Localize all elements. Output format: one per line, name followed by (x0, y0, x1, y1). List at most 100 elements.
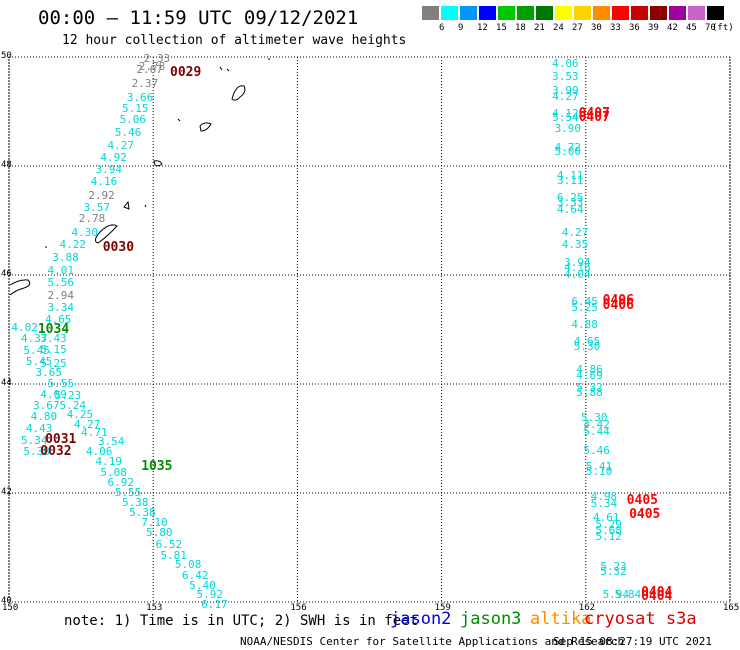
legend-label: 45 (686, 23, 697, 33)
wave-height-label: 3.33 (556, 196, 584, 210)
legend-label: 9 (458, 23, 464, 33)
wave-height-label: 4.88 (571, 318, 598, 332)
wave-height-label: 4.27 (561, 226, 589, 240)
legend-label: 30 (591, 23, 602, 33)
pass-time-label: 0031 (45, 431, 77, 447)
wave-height-label: 7.10 (141, 515, 168, 529)
lon-tick-label: 162 (578, 603, 596, 613)
lon-tick-label: 153 (146, 603, 163, 613)
wave-height-label: 5.25 (571, 300, 598, 314)
satellite-jason3: jason3 (460, 609, 522, 629)
pass-time-label: 1035 (141, 459, 173, 475)
pass-time-label: 1034 (37, 321, 70, 337)
pass-time-label: 0029 (170, 64, 202, 80)
wave-height-label: 5.12 (595, 529, 622, 543)
legend-label: 6 (439, 23, 445, 33)
legend-label: 33 (610, 23, 621, 33)
wave-height-label: 2.78 (78, 212, 106, 226)
pass-time-label: 0406 (602, 292, 634, 308)
wave-height-label: 5.94 (602, 587, 630, 601)
legend-swatch (593, 6, 610, 20)
wave-height-label: 4.69 (576, 368, 603, 382)
wave-height-label: 4.01 (47, 264, 74, 278)
wave-height-label: 3.94 (95, 163, 123, 177)
wave-height-label: 5.00 (554, 145, 582, 159)
wave-height-label: 5.55 (114, 486, 142, 499)
wave-height-label: 4.27 (552, 89, 579, 103)
wave-height-label: 5.45 (25, 355, 53, 369)
legend-label: 39 (648, 23, 659, 33)
legend-label: 27 (572, 23, 583, 33)
lat-tick-label: 50 (1, 51, 12, 61)
wave-height-label: 3.90 (554, 122, 582, 136)
wave-height-label: 4.65 (45, 312, 72, 326)
pass-time-label: 0032 (40, 444, 72, 460)
wave-height-label: 4.35 (561, 238, 589, 252)
wave-height-label: 4.43 (25, 421, 53, 435)
wave-height-label: 5.84 (614, 587, 642, 601)
pass-time-label: 0030 (102, 239, 135, 255)
wave-height-label: 4.65 (573, 335, 601, 349)
page-title: 00:00 – 11:59 UTC 09/12/2021 (38, 7, 359, 29)
wave-height-label: 5.44 (583, 424, 610, 438)
wave-height-label: 5.32 (600, 565, 627, 579)
wave-height-label: 4.09 (40, 387, 67, 401)
wave-height-label: 4.30 (71, 226, 99, 240)
wave-height-label: 3.54 (97, 435, 125, 449)
wave-height-label: 4.16 (90, 175, 118, 189)
wave-height-label: 4.37 (21, 331, 48, 345)
legend-swatch (555, 6, 572, 20)
legend-swatch (536, 6, 553, 20)
wave-height-label: 5.23 (54, 388, 82, 402)
wave-height-label: 5.15 (121, 101, 149, 115)
legend-swatch (517, 6, 534, 20)
wave-height-label: 3.57 (83, 200, 111, 214)
wave-height-label: 5.38 (129, 506, 156, 520)
legend-label: 15 (496, 23, 507, 33)
lon-tick-label: 165 (723, 603, 740, 613)
lat-tick-label: 40 (1, 596, 12, 606)
wave-height-label: 5.34 (21, 433, 48, 447)
legend-swatch (707, 6, 724, 20)
legend-unit: (ft) (712, 23, 734, 33)
wave-height-label: 5.24 (59, 398, 86, 412)
legend-swatch (479, 6, 496, 20)
wave-height-label: 4.12 (552, 107, 579, 121)
wave-height-label: 5.41 (585, 459, 613, 473)
lat-tick-label: 44 (1, 378, 12, 388)
wave-height-label: 5.40 (189, 578, 216, 592)
wave-height-label: 4.22 (59, 238, 86, 252)
wave-height-label: 2.94 (47, 288, 74, 302)
wave-height-label: 5.68 (595, 524, 622, 538)
legend-swatch (460, 6, 477, 20)
legend-label: 18 (515, 23, 526, 33)
lon-tick-label: 156 (290, 603, 307, 613)
wave-height-label: 5.29 (595, 517, 622, 531)
wave-height-label: 4.06 (85, 444, 113, 458)
wave-height-label: 5.88 (576, 386, 603, 400)
wave-height-label: 4.64 (556, 202, 584, 216)
lat-tick-label: 48 (1, 160, 12, 170)
wave-height-label: 5.81 (160, 548, 187, 562)
wave-height-label: 2.67 (136, 63, 163, 77)
pass-time-label: 0404 (641, 588, 673, 604)
wave-height-label: 4.61 (593, 510, 620, 524)
wave-height-label: 5.32 (576, 381, 603, 395)
wave-height-label: 4.06 (552, 57, 579, 71)
pass-time-label: 0407 (578, 105, 610, 121)
lon-tick-label: 150 (2, 603, 19, 613)
footer-note: note: 1) Time is in UTC; 2) SWH is in fe… (64, 613, 419, 629)
wave-height-label: 4.16 (564, 261, 591, 275)
wave-height-label: 3.94 (564, 256, 591, 269)
legend-swatch (574, 6, 591, 20)
satellite-cryosat-s3a: cryosat s3a (584, 609, 697, 629)
wave-height-label: 5.80 (146, 525, 173, 539)
legend-swatch (441, 6, 458, 20)
page-subtitle: 12 hour collection of altimeter wave hei… (62, 33, 407, 48)
wave-height-label: 5.30 (581, 410, 608, 424)
wave-height-label: 5.15 (40, 342, 67, 356)
wave-height-label: 3.11 (556, 174, 584, 188)
wave-height-label: 5.54 (552, 111, 579, 125)
wave-height-label: 4.86 (576, 363, 603, 377)
